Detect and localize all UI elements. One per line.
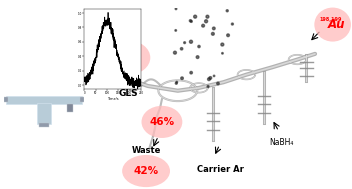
Bar: [6, 96, 82, 104]
Point: [172, 51, 178, 54]
Point: [211, 27, 216, 30]
Point: [205, 15, 210, 18]
Text: 46%: 46%: [149, 117, 175, 127]
Text: Carrier Ar: Carrier Ar: [196, 165, 244, 174]
Bar: [4, 97, 8, 102]
Point: [208, 76, 213, 79]
Point: [215, 82, 221, 85]
Point: [230, 22, 235, 26]
Point: [173, 29, 178, 32]
Text: 198,199: 198,199: [320, 17, 342, 22]
Text: Au: Au: [328, 18, 346, 31]
Ellipse shape: [142, 106, 182, 138]
Bar: [37, 103, 51, 124]
Text: Waste: Waste: [131, 146, 161, 155]
Bar: [80, 97, 84, 102]
Point: [211, 74, 217, 77]
Text: NaBH₄: NaBH₄: [269, 138, 294, 147]
Point: [174, 81, 180, 84]
Point: [200, 24, 206, 27]
Point: [205, 85, 211, 88]
Text: 42%: 42%: [133, 166, 159, 176]
Point: [225, 34, 231, 37]
Point: [192, 15, 198, 18]
Point: [220, 52, 225, 55]
Ellipse shape: [107, 41, 150, 75]
X-axis label: Time/s: Time/s: [107, 97, 119, 101]
Point: [220, 43, 225, 46]
Ellipse shape: [122, 155, 170, 187]
Point: [188, 71, 194, 74]
Point: [210, 32, 216, 35]
Text: 12%: 12%: [116, 53, 141, 63]
Point: [182, 41, 187, 44]
Point: [203, 20, 209, 23]
Text: GLS: GLS: [119, 89, 138, 98]
Bar: [39, 123, 49, 127]
Point: [174, 82, 179, 85]
Bar: [67, 104, 73, 112]
Point: [188, 40, 194, 43]
Point: [188, 19, 193, 22]
Point: [206, 78, 212, 81]
Point: [196, 45, 202, 48]
Point: [189, 20, 194, 23]
Ellipse shape: [314, 8, 351, 42]
Point: [179, 47, 184, 50]
Point: [179, 77, 185, 80]
Point: [173, 7, 179, 10]
Point: [195, 56, 200, 59]
Point: [225, 9, 230, 12]
